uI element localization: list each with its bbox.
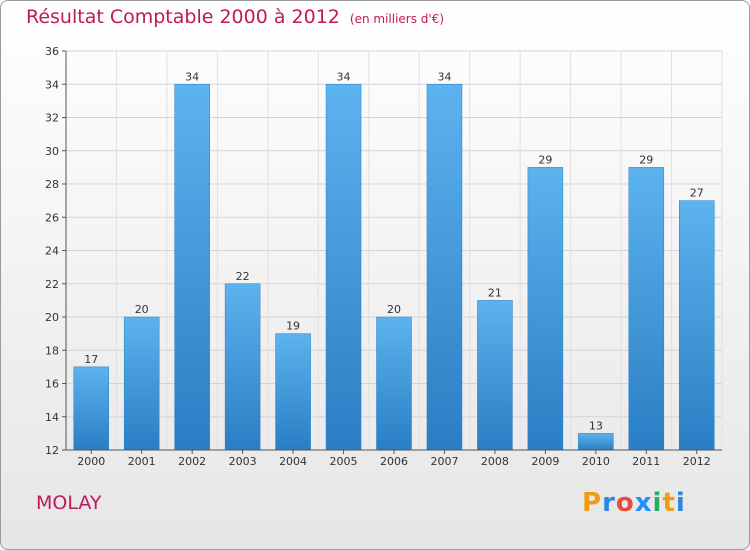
y-tick-label: 28	[45, 178, 59, 191]
logo-letter: o	[615, 488, 635, 518]
x-tick-label: 2008	[481, 455, 509, 468]
x-tick-label: 2004	[279, 455, 307, 468]
axes: 12 14 16 18 20 22 24 26 28 30 32 34 36 2000 2001 2002 20…	[45, 45, 722, 468]
bar-value-label: 13	[589, 419, 603, 432]
y-tick-label: 36	[45, 45, 59, 58]
y-tick-label: 26	[45, 211, 59, 224]
logo-letter: i	[675, 488, 686, 518]
bar-value-label: 29	[538, 153, 552, 166]
bar	[73, 366, 109, 451]
logo-letter: t	[662, 488, 676, 518]
y-tick-label: 18	[45, 344, 59, 357]
bar	[578, 433, 614, 451]
logo-letter: x	[634, 488, 653, 518]
y-tick-label: 34	[45, 78, 59, 91]
y-tick-label: 24	[45, 245, 59, 258]
bar	[325, 84, 362, 451]
chart-title-text: Résultat Comptable 2000 à 2012	[26, 6, 340, 28]
y-tick-label: 16	[45, 378, 59, 391]
x-tick-label: 2011	[632, 455, 660, 468]
bar	[628, 167, 665, 451]
bar	[174, 84, 210, 451]
y-tick-label: 22	[45, 278, 59, 291]
y-tick-label: 30	[45, 145, 59, 158]
bar	[477, 300, 513, 451]
bar-value-label: 17	[84, 353, 98, 366]
bar-value-label: 20	[135, 303, 149, 316]
bar-value-label: 20	[387, 303, 401, 316]
bar-value-label: 21	[488, 286, 502, 299]
logo-letter: P	[582, 488, 603, 518]
bar-value-label: 34	[185, 70, 199, 83]
y-tick-label: 32	[45, 112, 59, 125]
chart-unit: (en milliers d'€)	[349, 12, 445, 26]
logo-letter: i	[652, 488, 663, 518]
bar	[123, 316, 160, 451]
bar	[679, 200, 715, 451]
bar-value-label: 29	[639, 153, 653, 166]
bar	[275, 333, 311, 451]
x-tick-label: 2006	[380, 455, 408, 468]
bar	[527, 167, 564, 451]
bar-value-label: 22	[236, 270, 250, 283]
bars: 17 20 34 22 19 34 20 34 21 29 13 29 27	[73, 70, 715, 451]
bar	[376, 316, 412, 451]
x-tick-label: 2005	[330, 455, 358, 468]
proxiti-logo: Proxiti	[582, 488, 686, 518]
bar-value-label: 34	[337, 70, 351, 83]
logo-letter: r	[602, 488, 616, 518]
x-tick-label: 2010	[582, 455, 610, 468]
x-tick-label: 2003	[229, 455, 257, 468]
x-tick-label: 2000	[77, 455, 105, 468]
x-tick-label: 2007	[430, 455, 458, 468]
bar-value-label: 34	[437, 70, 451, 83]
x-tick-label: 2009	[531, 455, 559, 468]
bar-value-label: 27	[690, 187, 704, 200]
bar-value-label: 19	[286, 320, 300, 333]
bar	[224, 283, 261, 451]
bar	[426, 84, 463, 451]
x-tick-label: 2002	[178, 455, 206, 468]
x-tick-label: 2001	[128, 455, 156, 468]
chart-title: Résultat Comptable 2000 à 2012 (en millie…	[26, 6, 444, 28]
y-tick-label: 12	[45, 444, 59, 457]
x-tick-label: 2012	[683, 455, 711, 468]
y-tick-label: 14	[45, 411, 59, 424]
commune-name: MOLAY	[36, 492, 102, 514]
y-tick-label: 20	[45, 311, 59, 324]
